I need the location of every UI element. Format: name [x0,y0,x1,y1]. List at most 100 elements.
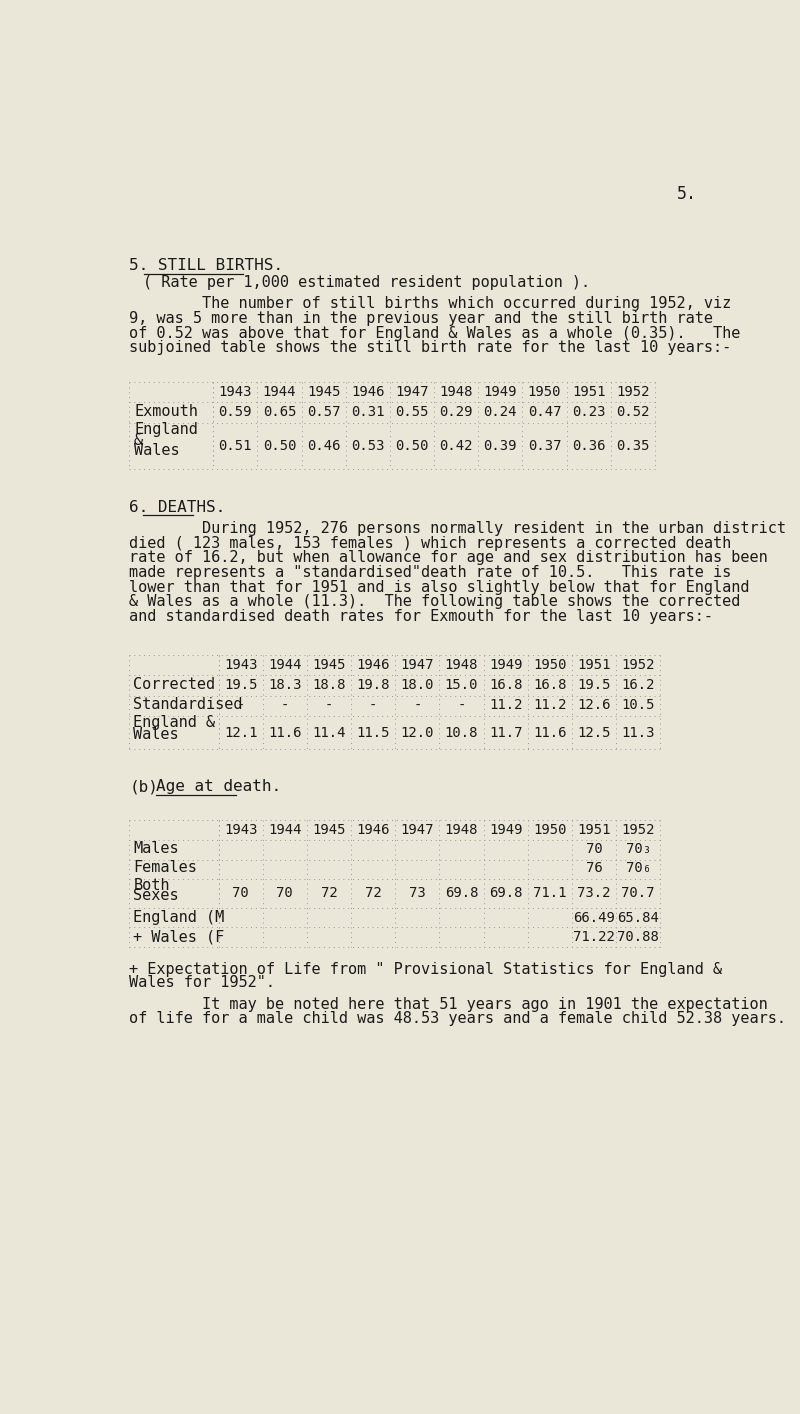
Text: -: - [369,699,378,713]
Text: + Expectation of Life from " Provisional Statistics for England &: + Expectation of Life from " Provisional… [130,962,722,977]
Text: 0.29: 0.29 [439,404,473,419]
Text: 5. STILL BIRTHS.: 5. STILL BIRTHS. [130,257,283,273]
Text: ( Rate per 1,000 estimated resident population ).: ( Rate per 1,000 estimated resident popu… [142,274,590,290]
Text: 69.8: 69.8 [489,887,522,901]
Text: 19.5: 19.5 [578,677,611,691]
Text: lower than that for 1951 and is also slightly below that for England: lower than that for 1951 and is also sli… [130,580,750,595]
Text: 11.2: 11.2 [489,699,522,713]
Text: -: - [413,699,422,713]
Text: 1952: 1952 [622,823,655,837]
Text: Sexes: Sexes [134,888,179,904]
Text: 1947: 1947 [401,658,434,672]
Text: 11.7: 11.7 [489,725,522,740]
Text: 12.1: 12.1 [224,725,258,740]
Text: 1944: 1944 [268,823,302,837]
Text: 0.50: 0.50 [395,440,429,452]
Text: 18.3: 18.3 [268,677,302,691]
Text: 1949: 1949 [483,385,517,399]
Text: 6. DEATHS.: 6. DEATHS. [130,499,226,515]
Text: (b): (b) [130,779,158,795]
Text: 1945: 1945 [307,385,340,399]
Text: 70: 70 [586,841,602,855]
Text: 1944: 1944 [268,658,302,672]
Text: 0.53: 0.53 [351,440,385,452]
Text: 1947: 1947 [395,385,429,399]
Text: 1952: 1952 [622,658,655,672]
Text: 72: 72 [321,887,338,901]
Text: 11.6: 11.6 [268,725,302,740]
Text: 12.0: 12.0 [401,725,434,740]
Text: 12.6: 12.6 [578,699,611,713]
Text: The number of still births which occurred during 1952, viz: The number of still births which occurre… [130,297,732,311]
Text: 1943: 1943 [218,385,252,399]
Text: of life for a male child was 48.53 years and a female child 52.38 years.: of life for a male child was 48.53 years… [130,1011,786,1025]
Text: 0.31: 0.31 [351,404,385,419]
Text: 70: 70 [277,887,294,901]
Text: 66.49: 66.49 [573,911,615,925]
Text: 71.1: 71.1 [533,887,566,901]
Text: It may be noted here that 51 years ago in 1901 the expectation: It may be noted here that 51 years ago i… [130,997,768,1012]
Text: 1946: 1946 [351,385,385,399]
Text: 71.22: 71.22 [573,930,615,945]
Text: 18.8: 18.8 [312,677,346,691]
Text: + Wales (F: + Wales (F [134,929,225,945]
Text: 1951: 1951 [578,658,611,672]
Text: subjoined table shows the still birth rate for the last 10 years:-: subjoined table shows the still birth ra… [130,341,732,355]
Text: Corrected: Corrected [134,677,215,691]
Text: -: - [281,699,289,713]
Text: 70₃: 70₃ [626,841,651,855]
Text: Wales: Wales [134,727,179,742]
Text: 1949: 1949 [489,823,522,837]
Text: and standardised death rates for Exmouth for the last 10 years:-: and standardised death rates for Exmouth… [130,609,714,624]
Text: 15.0: 15.0 [445,677,478,691]
Text: 12.5: 12.5 [578,725,611,740]
Text: 69.8: 69.8 [445,887,478,901]
Text: 1943: 1943 [224,658,258,672]
Text: 1948: 1948 [439,385,473,399]
Text: 1950: 1950 [533,658,566,672]
Text: 1948: 1948 [445,823,478,837]
Text: 1951: 1951 [578,823,611,837]
Text: 0.42: 0.42 [439,440,473,452]
Text: Males: Males [134,841,179,855]
Text: 70.88: 70.88 [618,930,659,945]
Text: -: - [325,699,334,713]
Text: 16.2: 16.2 [622,677,655,691]
Text: & Wales as a whole (11.3).  The following table shows the corrected: & Wales as a whole (11.3). The following… [130,594,741,609]
Text: 73: 73 [409,887,426,901]
Text: 1951: 1951 [572,385,606,399]
Text: 0.57: 0.57 [307,404,340,419]
Text: Females: Females [134,860,197,875]
Text: 16.8: 16.8 [489,677,522,691]
Text: 0.36: 0.36 [572,440,606,452]
Text: 1950: 1950 [533,823,566,837]
Text: 1949: 1949 [489,658,522,672]
Text: 0.65: 0.65 [262,404,296,419]
Text: 1944: 1944 [262,385,296,399]
Text: 5.: 5. [678,185,698,204]
Text: 0.47: 0.47 [528,404,562,419]
Text: 73.2: 73.2 [578,887,611,901]
Text: Age at death.: Age at death. [156,779,281,795]
Text: 11.3: 11.3 [622,725,655,740]
Text: 11.4: 11.4 [312,725,346,740]
Text: 70: 70 [232,887,249,901]
Text: 1945: 1945 [312,823,346,837]
Text: made represents a "standardised"death rate of 10.5.   This rate is: made represents a "standardised"death ra… [130,566,732,580]
Text: 11.5: 11.5 [357,725,390,740]
Text: 1950: 1950 [528,385,562,399]
Text: England (M: England (M [134,911,225,925]
Text: 1943: 1943 [224,823,258,837]
Text: 0.23: 0.23 [572,404,606,419]
Text: Both: Both [134,878,170,892]
Text: 0.39: 0.39 [483,440,517,452]
Text: 1945: 1945 [312,658,346,672]
Text: 11.6: 11.6 [533,725,566,740]
Text: 16.8: 16.8 [533,677,566,691]
Text: 0.35: 0.35 [616,440,650,452]
Text: 70.7: 70.7 [622,887,655,901]
Text: 70₆: 70₆ [626,861,651,875]
Text: 0.51: 0.51 [218,440,252,452]
Text: 0.52: 0.52 [616,404,650,419]
Text: 9, was 5 more than in the previous year and the still birth rate: 9, was 5 more than in the previous year … [130,311,714,325]
